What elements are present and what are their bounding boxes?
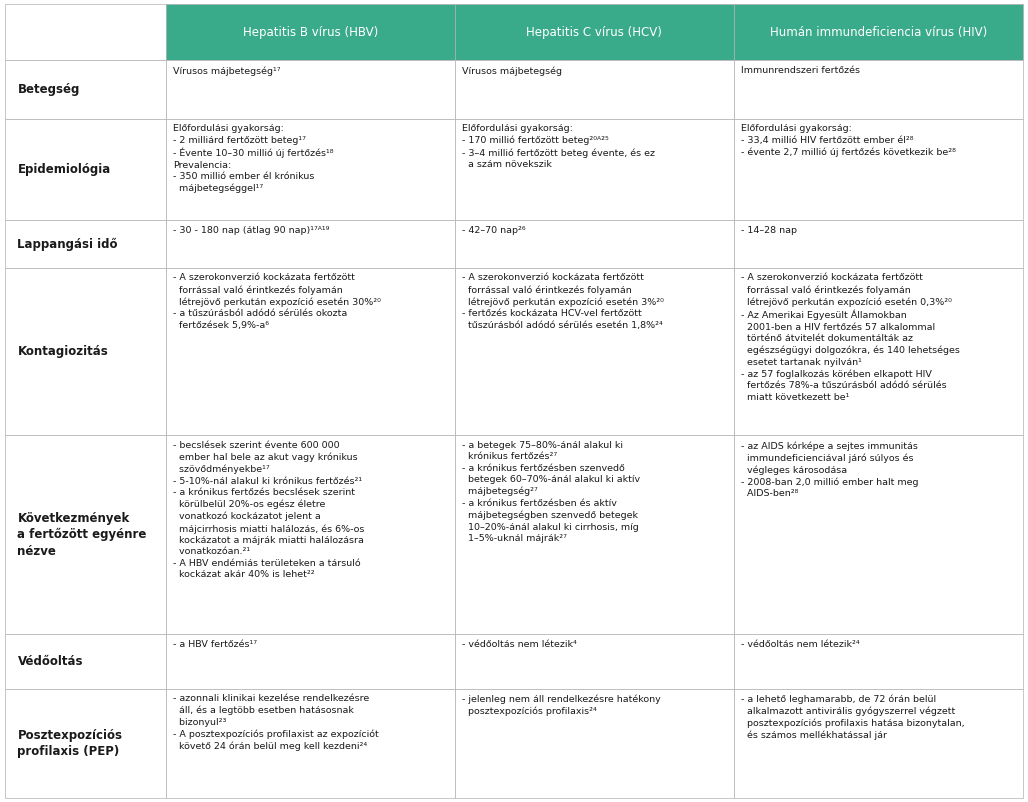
Bar [166,435,455,634]
Bar [166,268,455,435]
Text: Előfordulási gyakorság:
- 2 milliárd fertőzött beteg¹⁷
- Évente 10–30 millió új : Előfordulási gyakorság: - 2 milliárd fer… [173,124,334,193]
Text: - 14–28 nap: - 14–28 nap [741,226,797,235]
Text: - A szerokonverzió kockázata fertőzött
  forrással való érintkezés folyamán
  lé: - A szerokonverzió kockázata fertőzött f… [173,273,381,330]
Text: Védőoltás: Védőoltás [17,654,83,668]
Bar [5,689,166,798]
Bar [734,634,1023,689]
Text: Immunrendszeri fertőzés: Immunrendszeri fertőzés [741,66,860,75]
Text: - az AIDS kórképe a sejtes immunitás
  immundeficienciával járó súlyos és
  végl: - az AIDS kórképe a sejtes immunitás imm… [741,441,919,498]
Bar [455,435,734,634]
Bar [734,119,1023,220]
Text: Hepatitis C vírus (HCV): Hepatitis C vírus (HCV) [526,26,662,38]
Bar [166,220,455,268]
Text: - jelenleg nem áll rendelkezésre hatékony
  posztexpozíciós profilaxis²⁴: - jelenleg nem áll rendelkezésre hatékon… [463,695,661,716]
Bar [166,689,455,798]
Text: Vírusos májbetegség: Vírusos májbetegség [463,66,562,75]
Bar [166,4,455,60]
Bar [734,689,1023,798]
Bar [5,268,166,435]
Bar [734,268,1023,435]
Bar [455,220,734,268]
Text: Lappangási idő: Lappangási idő [17,237,118,250]
Text: Posztexpozíciós
profilaxis (PEP): Posztexpozíciós profilaxis (PEP) [17,728,122,758]
Bar [455,60,734,119]
Bar [5,634,166,689]
Text: Következmények
a fertőzött egyénre
nézve: Következmények a fertőzött egyénre nézve [17,512,147,557]
Text: Előfordulási gyakorság:
- 33,4 millió HIV fertőzött ember él²⁸
- évente 2,7 mill: Előfordulási gyakorság: - 33,4 millió HI… [741,124,956,157]
Text: - a HBV fertőzés¹⁷: - a HBV fertőzés¹⁷ [173,639,257,649]
Text: Epidemiológia: Epidemiológia [17,163,111,176]
Bar [455,634,734,689]
Text: - azonnali klinikai kezelése rendelkezésre
  áll, és a legtöbb esetben hatásosna: - azonnali klinikai kezelése rendelkezés… [173,695,379,751]
Bar [455,268,734,435]
Text: - védőoltás nem létezik²⁴: - védőoltás nem létezik²⁴ [741,639,859,649]
Text: - a betegek 75–80%-ánál alakul ki
  krónikus fertőzés²⁷
- a krónikus fertőzésben: - a betegek 75–80%-ánál alakul ki krónik… [463,441,640,543]
Bar [5,435,166,634]
Text: - a lehető leghamarabb, de 72 órán belül
  alkalmazott antivirális gyógyszerrel : - a lehető leghamarabb, de 72 órán belül… [741,695,964,740]
Bar [5,220,166,268]
Bar [455,689,734,798]
Bar [166,60,455,119]
Text: Kontagiozitás: Kontagiozitás [17,345,108,358]
Text: - védőoltás nem létezik⁴: - védőoltás nem létezik⁴ [463,639,577,649]
Text: - A szerokonverzió kockázata fertőzött
  forrással való érintkezés folyamán
  lé: - A szerokonverzió kockázata fertőzött f… [463,273,664,330]
Bar [734,4,1023,60]
Text: - A szerokonverzió kockázata fertőzött
  forrással való érintkezés folyamán
  lé: - A szerokonverzió kockázata fertőzött f… [741,273,960,402]
Text: Hepatitis B vírus (HBV): Hepatitis B vírus (HBV) [243,26,378,38]
Bar [166,634,455,689]
Bar [455,119,734,220]
Bar [734,435,1023,634]
Bar [166,119,455,220]
Bar [734,60,1023,119]
Text: - 30 - 180 nap (átlag 90 nap)¹⁷ᴬ¹⁹: - 30 - 180 nap (átlag 90 nap)¹⁷ᴬ¹⁹ [173,226,330,235]
Text: - becslések szerint évente 600 000
  ember hal bele az akut vagy krónikus
  szöv: - becslések szerint évente 600 000 ember… [173,441,365,579]
Bar [5,4,166,60]
Text: Humán immundeficiencia vírus (HIV): Humán immundeficiencia vírus (HIV) [770,26,987,38]
Text: Betegség: Betegség [17,83,80,96]
Bar [734,220,1023,268]
Text: Előfordulási gyakorság:
- 170 millió fertőzött beteg²⁰ᴬ²⁵
- 3–4 millió fertőzött: Előfordulási gyakorság: - 170 millió fer… [463,124,655,169]
Bar [455,4,734,60]
Text: - 42–70 nap²⁶: - 42–70 nap²⁶ [463,226,525,235]
Bar [5,119,166,220]
Text: Vírusos májbetegség¹⁷: Vírusos májbetegség¹⁷ [173,66,281,75]
Bar [5,60,166,119]
